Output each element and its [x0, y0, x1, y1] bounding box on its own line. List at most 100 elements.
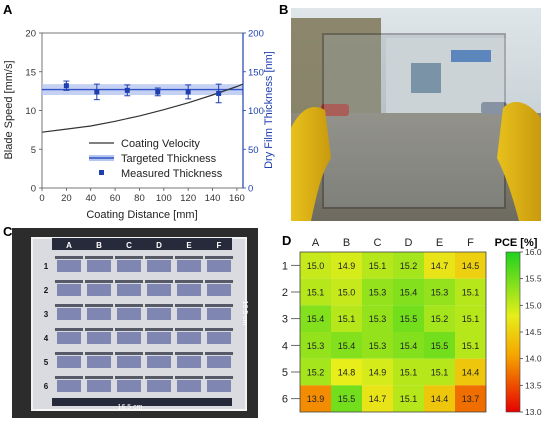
chart-a-y2label: Dry Film Thickness [nm] [263, 51, 275, 169]
heatmap-cell-value: 15.4 [307, 314, 325, 324]
heatmap-cell [300, 278, 331, 306]
heatmap-cell [331, 385, 362, 413]
y-tick-label: 5 [31, 145, 36, 156]
photo-c-illustration: A B C D E F 1 2 3 4 5 6 16.5 cm 16.5 cm [31, 237, 248, 411]
photo-c-device-cell [147, 356, 171, 368]
heatmap-cell-value: 15.3 [369, 341, 387, 351]
photo-c-contact-strip [115, 304, 143, 307]
y2-tick-label: 0 [248, 184, 253, 195]
photo-c-contact-strip [55, 376, 83, 379]
heatmap-cell-value: 15.1 [369, 261, 387, 271]
photo-c-contact-strip [145, 304, 173, 307]
photo-c-device-cell [177, 308, 201, 320]
heatmap-cell [300, 385, 331, 413]
photo-c-contact-strip [175, 352, 203, 355]
photo-c-device-cell [87, 308, 111, 320]
photo-c-device-cell [57, 356, 81, 368]
photo-c-device-cell [87, 284, 111, 296]
heatmap-cell-value: 15.1 [462, 288, 480, 298]
photo-b-car-2 [481, 102, 507, 114]
heatmap-cell [362, 305, 393, 333]
colorbar-tick-label: 15.0 [525, 300, 542, 310]
photo-c-device-cell [117, 284, 141, 296]
heatmap-cell [362, 278, 393, 306]
photo-c-device-cell [177, 260, 201, 272]
heatmap-column-label: D [405, 237, 413, 249]
photo-c-contact-strip [145, 352, 173, 355]
colorbar-tick-label: 15.5 [525, 274, 542, 284]
heatmap-cell-value: 15.1 [431, 368, 449, 378]
photo-c-dim-label-vertical: 16.5 cm [241, 301, 248, 326]
heatmap-cell-value: 15.5 [431, 341, 449, 351]
photo-c-column-label: B [96, 241, 102, 250]
heatmap-cell [331, 332, 362, 359]
colorbar-tick-label: 14.0 [525, 354, 542, 364]
photo-c-contact-strip [205, 352, 233, 355]
heatmap-cell-value: 14.5 [462, 261, 480, 271]
photo-c-row-label: 6 [44, 382, 49, 391]
heatmap-cell-value: 15.3 [369, 288, 387, 298]
x-tick-label: 80 [134, 193, 145, 204]
measured-thickness-point [155, 89, 161, 95]
photo-b-car-1 [321, 104, 349, 116]
chart-a-xlabel: Coating Distance [mm] [86, 209, 197, 221]
chart-d-colorbar-label: PCE [%] [495, 237, 538, 249]
heatmap-cell [331, 278, 362, 306]
panel-letter-d: D [282, 233, 292, 248]
heatmap-column-label: B [343, 237, 350, 249]
x-tick-label: 140 [205, 193, 221, 204]
measured-thickness-point [216, 90, 222, 96]
photo-c-device-cell [207, 284, 231, 296]
photo-b-building-window [411, 63, 441, 93]
heatmap-cell [393, 385, 424, 413]
heatmap-cell [331, 252, 362, 279]
photo-c-device-cell [117, 356, 141, 368]
photo-c-contact-strip [175, 304, 203, 307]
heatmap-cell-value: 15.4 [338, 341, 356, 351]
heatmap-cell-value: 13.9 [307, 394, 325, 404]
photo-c-column-label: A [66, 241, 72, 250]
photo-c-contact-strip [55, 256, 83, 259]
photo-c-device-cell [117, 332, 141, 344]
photo-c-header-bar [52, 238, 232, 250]
photo-c-device-cell [117, 308, 141, 320]
chart-d-pce-heatmap: 15.0 14.9 15.1 15.2 14.7 14.5 15.1 15.0 15.3 15.4… [282, 237, 542, 417]
x-tick-label: 100 [156, 193, 172, 204]
photo-c-device-cell [87, 380, 111, 392]
photo-b-ground [291, 113, 541, 221]
photo-c-contact-strip [85, 256, 113, 259]
x-tick-label: 40 [85, 193, 96, 204]
photo-c-device-cell [117, 380, 141, 392]
heatmap-column-label: C [374, 237, 382, 249]
y2-tick-label: 50 [248, 145, 259, 156]
heatmap-cell-value: 15.3 [431, 288, 449, 298]
colorbar-tick-label: 13.5 [525, 380, 542, 390]
photo-c-device-cell [87, 260, 111, 272]
heatmap-cell [362, 332, 393, 359]
heatmap-cell-value: 14.4 [431, 394, 449, 404]
photo-c-column-label: F [217, 241, 222, 250]
photo-c-device-cell [57, 284, 81, 296]
legend-label-targeted-thickness: Targeted Thickness [121, 153, 217, 165]
heatmap-cell [424, 332, 455, 359]
photo-c-device-cell [177, 356, 201, 368]
photo-c-device-cell [117, 260, 141, 272]
panel-letter-c: C [3, 224, 13, 239]
photo-c-contact-strip [175, 328, 203, 331]
photo-c-footer-bar [52, 398, 232, 406]
y2-tick-label: 100 [248, 106, 264, 117]
photo-b-right-glove [497, 102, 541, 221]
y-tick-label: 10 [25, 106, 36, 117]
chart-d-colorbar [505, 251, 521, 413]
photo-b-trees [291, 18, 381, 113]
heatmap-column-label: E [436, 237, 443, 249]
heatmap-cell-value: 15.1 [462, 314, 480, 324]
chart-d-grid-frame [299, 251, 487, 413]
heatmap-cell [424, 358, 455, 386]
photo-c-contact-strip [145, 256, 173, 259]
photo-c-device-cell [207, 260, 231, 272]
photo-c-contact-strip [55, 352, 83, 355]
heatmap-cell-value: 15.1 [462, 341, 480, 351]
heatmap-cell-value: 14.7 [431, 261, 449, 271]
photo-c-device-cell [87, 332, 111, 344]
